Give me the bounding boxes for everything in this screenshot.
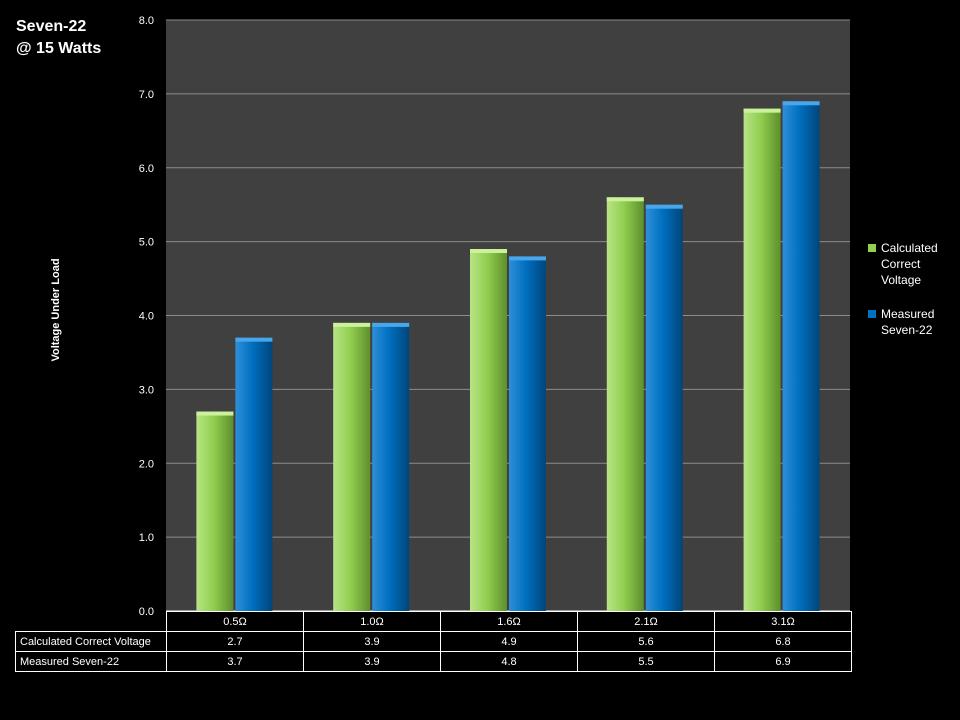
y-tick-label: 2.0 [139, 458, 154, 470]
gridlines [166, 19, 850, 612]
data-table-cell: 5.5 [577, 651, 715, 672]
bar-top-highlight [196, 411, 234, 416]
chart-title: Seven-22 @ 15 Watts [16, 16, 101, 60]
data-table-cell: 3.9 [303, 631, 441, 652]
data-table-row-calculated: Calculated Correct Voltage 2.7 3.9 4.9 5… [15, 631, 852, 652]
bars [196, 101, 820, 612]
data-table-row-label: Measured Seven-22 [15, 651, 167, 672]
y-tick-label: 4.0 [139, 311, 154, 323]
chart-title-line-1: Seven-22 [16, 18, 87, 35]
bar-top-highlight [372, 322, 410, 327]
data-table-cell: 3.7 [166, 651, 304, 672]
data-table-header-row: 0.5Ω 1.0Ω 1.6Ω 2.1Ω 3.1Ω [16, 611, 852, 632]
bar [372, 322, 410, 611]
y-tick-label: 1.0 [139, 532, 154, 544]
bar-top-highlight [743, 108, 781, 113]
y-tick-label: 7.0 [139, 89, 154, 101]
chart-title-line-2: @ 15 Watts [16, 40, 102, 57]
legend-label-calculated: Calculated Correct Voltage [881, 241, 938, 287]
bar-top-highlight [645, 204, 683, 209]
legend: Calculated Correct Voltage Measured Seve… [868, 240, 945, 356]
bar-top-highlight [782, 101, 820, 106]
data-table: 0.5Ω 1.0Ω 1.6Ω 2.1Ω 3.1Ω Calculated Corr… [15, 611, 852, 672]
data-table-cell: 6.8 [714, 631, 852, 652]
bar [645, 204, 683, 611]
bar [333, 322, 371, 611]
data-table-cell: 4.9 [440, 631, 578, 652]
y-tick-label: 5.0 [139, 237, 154, 249]
data-table-cell: 4.8 [440, 651, 578, 672]
legend-swatch-calculated [868, 244, 876, 252]
bar [782, 101, 820, 611]
bar-top-highlight [235, 337, 273, 342]
bar-top-highlight [606, 197, 644, 202]
category-label: 3.1Ω [714, 611, 852, 632]
data-table-row-label: Calculated Correct Voltage [15, 631, 167, 652]
data-table-cell: 2.7 [166, 631, 304, 652]
bar-top-highlight [333, 322, 371, 327]
category-label: 2.1Ω [577, 611, 715, 632]
bar [509, 256, 546, 611]
y-tick-label: 3.0 [139, 384, 154, 396]
category-label: 1.0Ω [303, 611, 441, 632]
y-tick-label: 0.0 [139, 606, 154, 618]
data-table-corner [16, 612, 167, 632]
legend-label-measured: Measured Seven-22 [881, 307, 935, 337]
legend-swatch-measured [868, 310, 876, 318]
bar-top-highlight [470, 249, 507, 254]
category-label: 1.6Ω [440, 611, 578, 632]
bar-top-highlight [509, 256, 546, 261]
bar [196, 411, 234, 611]
y-axis-ticks: 0.0 1.0 2.0 3.0 4.0 5.0 6.0 7.0 8.0 [139, 15, 154, 618]
data-table-cell: 3.9 [303, 651, 441, 672]
bar [606, 197, 644, 612]
legend-item-measured: Measured Seven-22 [868, 306, 945, 338]
y-tick-label: 8.0 [139, 15, 154, 27]
category-label: 0.5Ω [166, 611, 304, 632]
data-table-cell: 6.9 [714, 651, 852, 672]
y-axis-label: Voltage Under Load [50, 258, 62, 362]
data-table-cell: 5.6 [577, 631, 715, 652]
bar [743, 108, 781, 612]
data-table-row-measured: Measured Seven-22 3.7 3.9 4.8 5.5 6.9 [15, 651, 852, 672]
y-tick-label: 6.0 [139, 163, 154, 175]
legend-item-calculated: Calculated Correct Voltage [868, 240, 945, 288]
bar [470, 249, 507, 611]
bar [235, 337, 273, 611]
